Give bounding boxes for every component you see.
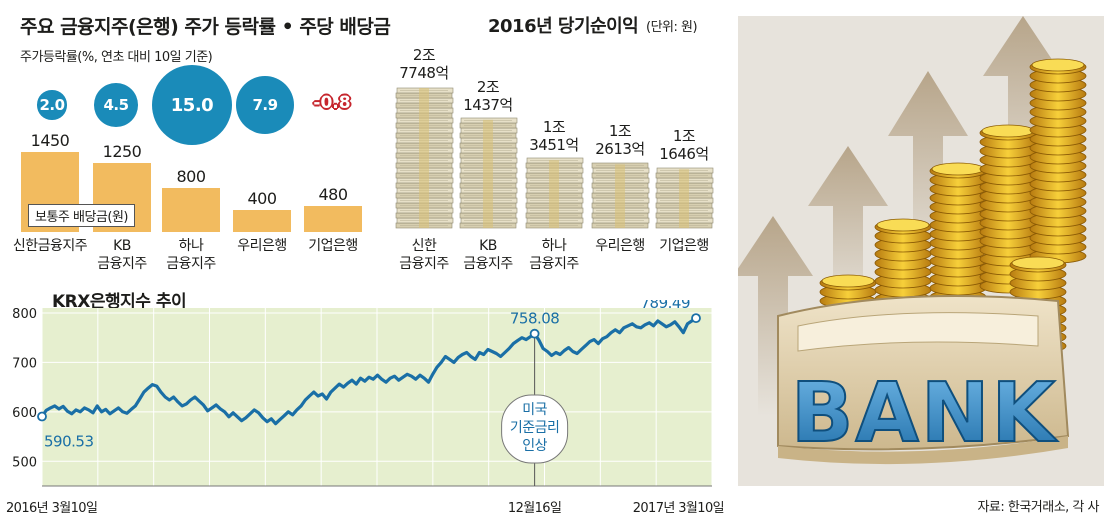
bubble-label-4: -0.8	[313, 93, 351, 113]
profit-value-line: 1646억	[659, 145, 709, 164]
growth-arrows-icon	[733, 16, 1063, 416]
krx-series-line	[40, 316, 697, 426]
profit-category-3: 우리은행	[576, 237, 664, 255]
money-stack-2	[525, 157, 584, 229]
source-note: 자료: 한국거래소, 각 사	[977, 500, 1099, 515]
profit-value-4: 1조 1646억	[642, 127, 726, 163]
profit-value-0: 2조 7748억	[382, 46, 466, 82]
y-tick-label: 700	[12, 356, 37, 371]
profit-value-line: 1조	[672, 127, 696, 146]
dividend-bar-3	[233, 209, 291, 232]
y-tick-label: 500	[12, 455, 37, 470]
bubble-1: 4.5	[94, 83, 138, 127]
start-value-label: 590.53	[44, 433, 94, 451]
peak-value-label: 758.08	[510, 310, 560, 328]
profit-value-1: 2조 1437억	[446, 78, 530, 114]
dividend-category-1: KB 금융지주	[73, 237, 171, 273]
net-income-title: 2016년 당기순이익	[488, 16, 639, 37]
category-line: 우리은행	[237, 238, 287, 254]
money-stack-4	[655, 167, 714, 229]
net-income-chart	[395, 87, 714, 229]
point-marker-2	[691, 313, 701, 324]
rate-hike-note-line: 미국	[522, 402, 547, 418]
dividend-category-3: 우리은행	[213, 237, 311, 255]
dividend-value-0: 1450	[30, 131, 70, 150]
category-line: 우리은행	[595, 238, 645, 254]
dividend-category-0: 신한금융지주	[1, 237, 99, 255]
y-tick-label: 800	[12, 307, 37, 322]
main-title: 주요 금융지주(은행) 주가 등락률 • 주당 배당금	[20, 16, 391, 38]
net-income-unit: (단위: 원)	[646, 20, 698, 35]
category-line: 신한금융지주	[12, 238, 88, 254]
x-tick-start: 2016년 3월10일	[6, 501, 97, 516]
x-tick-end: 2017년 3월10일	[633, 501, 724, 516]
rate-hike-note-box	[501, 394, 569, 464]
bubble-3: 7.9	[235, 75, 295, 135]
bubble-2: 15.0	[152, 65, 232, 145]
profit-value-line: 2613억	[595, 140, 645, 159]
dividend-value-4: 480	[318, 184, 348, 204]
category-line: 금융지주	[399, 256, 449, 272]
category-line: 금융지주	[166, 256, 216, 272]
profit-value-line: 1437억	[463, 95, 513, 114]
point-marker-1	[529, 328, 540, 339]
dividend-category-4: 기업은행	[284, 237, 382, 255]
x-tick-mid: 12월16일	[508, 501, 561, 516]
profit-value-3: 1조 2613억	[578, 122, 662, 158]
dividend-value-1: 1250	[102, 142, 142, 162]
profit-value-line: 7748억	[399, 64, 449, 82]
profit-value-line: 1조	[542, 118, 566, 137]
profit-value-line: 2조	[476, 77, 500, 96]
category-line: 금융지주	[529, 256, 579, 272]
category-line: KB	[113, 238, 131, 254]
profit-value-line: 2조	[412, 46, 436, 64]
dividend-value-2: 800	[176, 166, 206, 186]
category-line: 하나	[541, 238, 567, 254]
category-line: 하나	[178, 238, 204, 254]
dividend-bar-4	[304, 205, 362, 232]
profit-value-2: 1조 3451억	[512, 118, 596, 154]
rate-hike-note-line: 인상	[522, 438, 547, 454]
profit-value-line: 3451억	[529, 136, 579, 155]
end-value-label: 789.49	[641, 300, 691, 312]
krx-title: KRX은행지수 추이	[52, 292, 187, 312]
money-stack-3	[591, 162, 650, 229]
bubble-0: 2.0	[37, 90, 67, 120]
category-line: 기업은행	[308, 238, 358, 254]
bank-word: BANK	[791, 366, 1059, 461]
category-line: 금융지주	[97, 256, 147, 272]
point-marker-0	[37, 411, 47, 422]
dividend-bar-2	[162, 187, 220, 232]
money-stack-1	[459, 117, 518, 229]
profit-category-1: KB 금융지주	[444, 237, 532, 273]
profit-value-line: 1조	[608, 122, 632, 141]
money-stack-0	[395, 87, 454, 229]
y-tick-label: 600	[12, 406, 37, 421]
bank-image: BANK	[733, 16, 1087, 465]
bankbook-icon	[777, 295, 1070, 465]
category-line: 기업은행	[659, 238, 709, 254]
bank-illustration: BANK	[733, 16, 1104, 486]
category-line: 금융지주	[463, 256, 513, 272]
change-rate-subtitle: 주가등락률(%, 연초 대비 10일 기준)	[20, 50, 213, 65]
category-line: KB	[479, 238, 497, 254]
dividend-value-3: 400	[247, 188, 277, 208]
category-line: 신한	[411, 238, 437, 254]
rate-hike-note-line: 기준금리	[510, 420, 560, 436]
dividend-legend: 보통주 배당금(원)	[28, 204, 135, 227]
profit-category-4: 기업은행	[640, 237, 728, 255]
